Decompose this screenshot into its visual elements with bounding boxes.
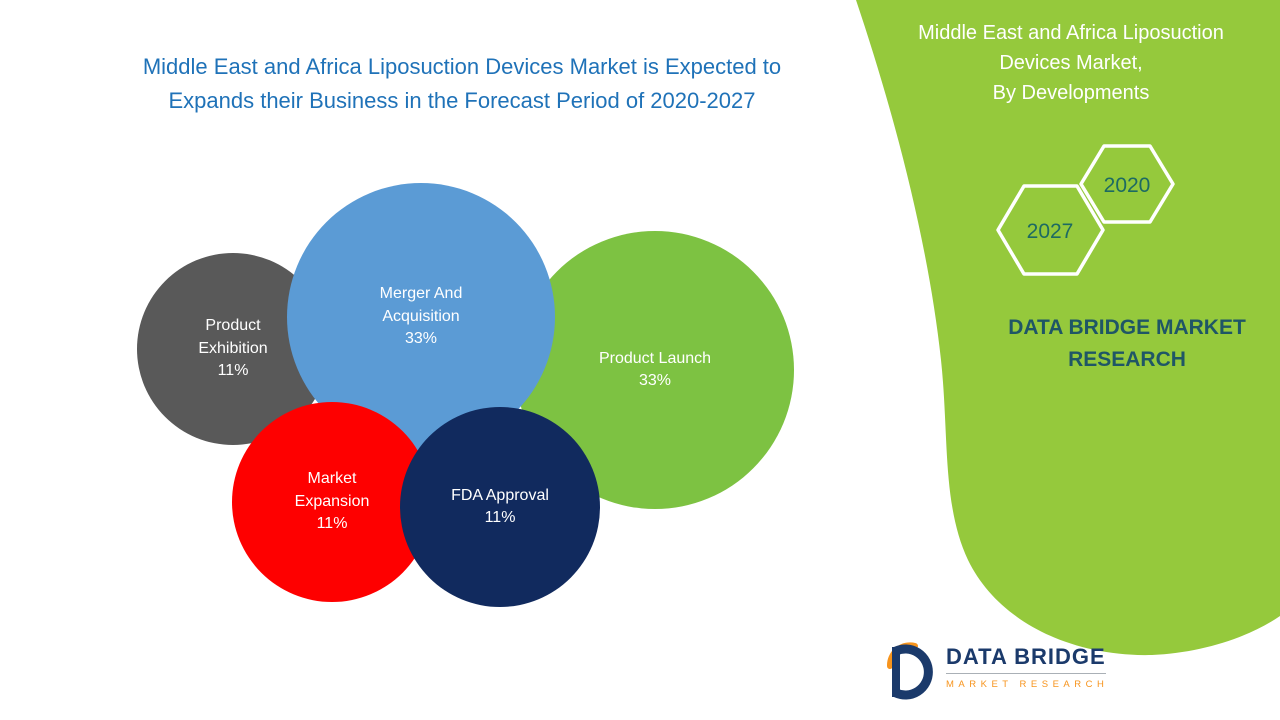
- year-hexagons: 2027 2020: [996, 144, 1175, 276]
- logo-divider: [946, 673, 1106, 674]
- bubble-text: FDA Approval 11%: [425, 485, 575, 530]
- bubble-label: Merger And Acquisition: [379, 285, 463, 325]
- panel-title: Middle East and Africa Liposuction Devic…: [918, 22, 1224, 104]
- bubble-value: 11%: [316, 515, 348, 533]
- bubble-text: Market Expansion 11%: [277, 468, 387, 535]
- year-2020: 2020: [1104, 174, 1151, 197]
- bubble-label: Product Exhibition: [198, 317, 268, 357]
- bubble-text: Product Launch 33%: [570, 348, 740, 393]
- bubble-text: Product Exhibition 11%: [173, 315, 293, 382]
- bubble-value: 33%: [638, 372, 672, 389]
- databridge-logo: DATA BRIDGE MARKET RESEARCH: [880, 638, 1108, 704]
- logo-name: DATA BRIDGE: [946, 644, 1106, 669]
- logo-text-block: DATA BRIDGE MARKET RESEARCH: [946, 638, 1108, 690]
- hexagon-2020: [1079, 144, 1175, 224]
- headline: Middle East and Africa Liposuction Devic…: [142, 54, 782, 114]
- year-2027: 2027: [1027, 220, 1074, 243]
- bubble-fda-approval: FDA Approval 11%: [400, 407, 600, 607]
- logo-subtitle: MARKET RESEARCH: [946, 679, 1109, 690]
- brand-heading: DATA BRIDGE MARKET RESEARCH: [1008, 316, 1246, 371]
- hexagon-2027: [996, 184, 1105, 276]
- bubble-market-expansion: Market Expansion 11%: [232, 402, 432, 602]
- bubble-value: 33%: [404, 330, 438, 348]
- bubble-label: FDA Approval: [451, 486, 549, 504]
- bubble-label: Market Expansion: [294, 470, 370, 510]
- bubble-value: 11%: [217, 362, 249, 380]
- bubble-label: Product Launch: [598, 349, 712, 367]
- databridge-logo-icon: [887, 642, 933, 700]
- bubble-text: Merger And Acquisition 33%: [346, 283, 496, 350]
- bubble-value: 11%: [484, 509, 516, 526]
